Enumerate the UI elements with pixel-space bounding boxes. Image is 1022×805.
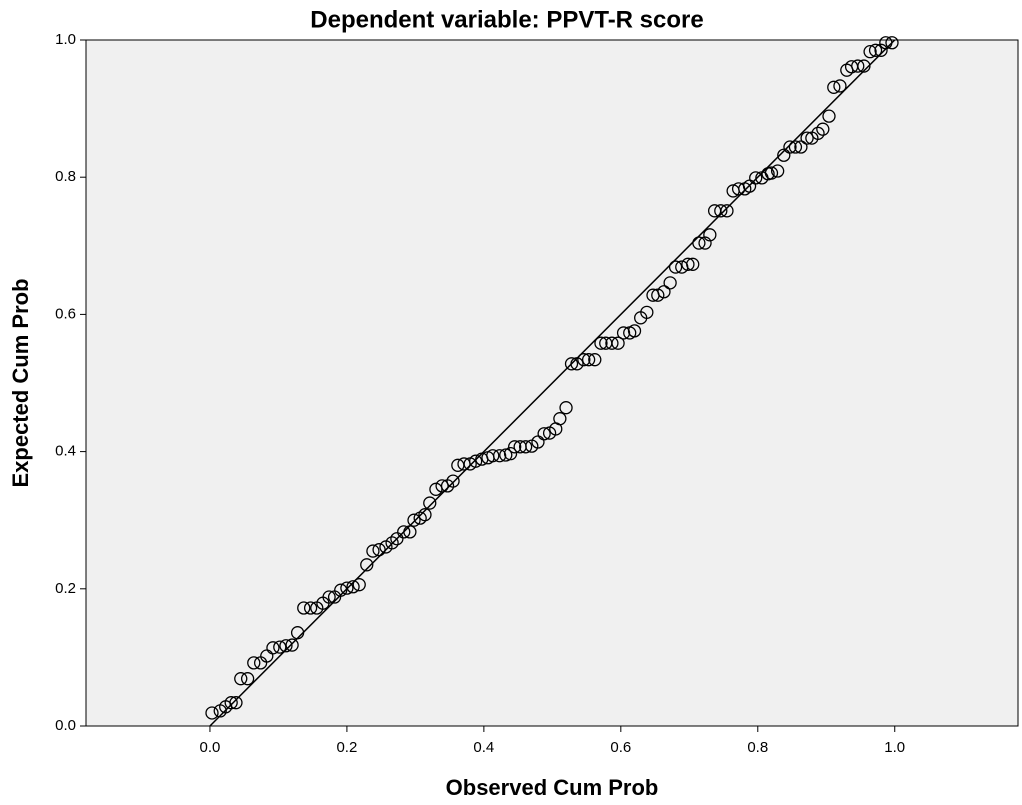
point — [418, 508, 432, 522]
point — [783, 140, 797, 154]
point — [435, 479, 449, 493]
point — [811, 126, 825, 140]
point — [390, 532, 404, 546]
y-tick-label: 0.4 — [55, 443, 76, 460]
x-axis-title: Observed Cum Prob — [446, 775, 659, 800]
point — [720, 204, 734, 218]
point — [640, 305, 654, 319]
x-tick-label: 0.8 — [747, 739, 768, 756]
point — [822, 109, 836, 123]
point — [334, 583, 348, 597]
point — [611, 336, 625, 350]
point — [499, 448, 513, 462]
point — [290, 626, 305, 640]
point — [366, 544, 380, 558]
x-tick-label: 0.4 — [473, 739, 494, 756]
point — [446, 474, 460, 488]
point — [285, 638, 299, 652]
marks — [205, 36, 899, 727]
point — [403, 525, 417, 539]
point — [537, 427, 551, 441]
point — [857, 59, 871, 73]
x-tick-label: 1.0 — [884, 739, 905, 756]
point — [564, 357, 579, 371]
point — [553, 412, 567, 426]
point — [273, 640, 287, 654]
x-tick-label: 0.6 — [610, 739, 631, 756]
point — [559, 401, 573, 415]
point — [340, 581, 354, 595]
point — [240, 672, 255, 686]
point — [247, 656, 261, 670]
y-tick-label: 0.2 — [55, 580, 76, 597]
point — [827, 80, 841, 94]
y-tick-label: 1.0 — [55, 31, 76, 48]
point — [360, 558, 374, 572]
point — [692, 236, 706, 250]
point — [508, 440, 522, 454]
x-tick-label: 0.0 — [200, 739, 221, 756]
point — [651, 288, 665, 302]
point — [703, 228, 717, 242]
point — [372, 543, 386, 557]
point — [833, 79, 847, 93]
point — [885, 36, 899, 50]
point — [657, 285, 671, 299]
point — [468, 454, 483, 468]
point — [486, 449, 500, 463]
point — [503, 447, 518, 461]
point — [423, 496, 437, 510]
point — [322, 590, 336, 604]
point — [605, 336, 619, 350]
point — [681, 257, 695, 271]
point — [229, 696, 243, 710]
point — [788, 140, 803, 154]
point — [385, 536, 399, 550]
point — [879, 36, 893, 50]
point — [686, 257, 700, 271]
point — [749, 171, 763, 185]
point — [794, 140, 808, 154]
point — [581, 353, 596, 367]
y-tick-label: 0.8 — [55, 168, 76, 185]
point — [518, 440, 533, 454]
point — [698, 236, 712, 250]
chart-title: Dependent variable: PPVT-R score — [310, 6, 703, 33]
point — [407, 513, 421, 527]
point — [205, 706, 219, 720]
point — [668, 260, 683, 274]
point — [297, 601, 311, 615]
point — [627, 324, 642, 338]
point — [224, 696, 238, 710]
point — [764, 166, 779, 180]
point — [346, 580, 360, 594]
point — [234, 672, 248, 686]
point — [874, 43, 888, 57]
point — [279, 639, 293, 653]
point — [714, 204, 728, 218]
point — [863, 45, 877, 59]
point — [266, 641, 280, 655]
point — [851, 59, 865, 73]
point — [800, 131, 814, 145]
point — [352, 578, 366, 592]
point — [594, 336, 608, 350]
point — [868, 43, 883, 57]
y-tick-label: 0.6 — [55, 305, 76, 322]
point — [770, 164, 785, 178]
point — [663, 276, 677, 290]
point — [577, 353, 591, 367]
point — [570, 357, 584, 371]
x-tick-label: 0.2 — [336, 739, 357, 756]
y-tick-label: 0.0 — [55, 717, 76, 734]
point — [588, 353, 602, 367]
point — [397, 525, 411, 539]
point — [816, 122, 830, 136]
point — [303, 601, 318, 615]
y-axis-title: Expected Cum Prob — [8, 278, 33, 487]
reference-line — [209, 39, 896, 727]
